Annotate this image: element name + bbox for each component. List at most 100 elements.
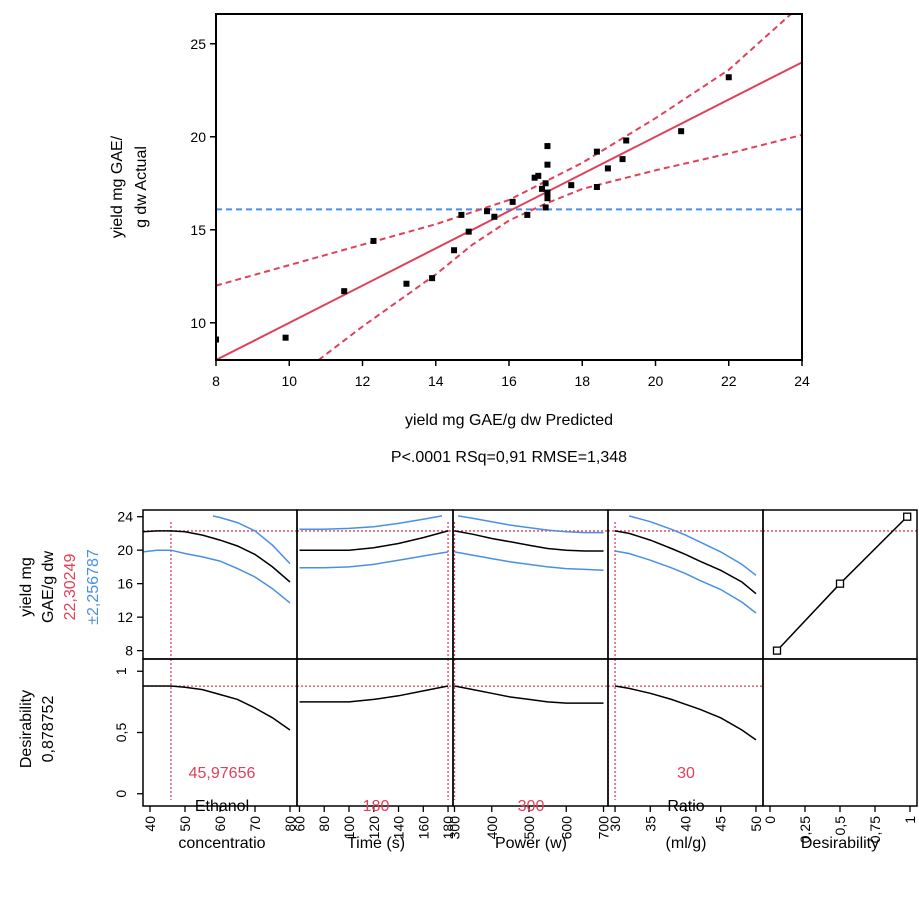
ratio-current-value: 30 <box>677 765 695 782</box>
x-tick-label: 14 <box>428 373 444 389</box>
y-tick-label: 0,5 <box>113 723 129 743</box>
data-point <box>544 195 551 202</box>
yield-panel-3 <box>453 515 608 659</box>
y-tick-label: 8 <box>125 643 133 659</box>
plot-clip-group <box>216 14 802 360</box>
y-axis-title-line-1: yield mg GAE/ <box>109 135 126 238</box>
data-point <box>544 143 551 150</box>
data-point <box>725 74 732 81</box>
data-point <box>542 180 549 187</box>
upper-ci-curve <box>628 515 757 576</box>
panel-border <box>142 509 298 660</box>
x-tick-label: 80 <box>316 816 332 832</box>
lower-ci-curve <box>299 551 449 569</box>
y-tick-label: 15 <box>190 222 206 238</box>
data-point <box>593 184 600 190</box>
data-point <box>604 165 611 172</box>
x-tick-label: 140 <box>391 816 407 840</box>
desirability-handle <box>835 579 845 588</box>
y-tick-label: 20 <box>190 129 206 145</box>
upper-ci-curve <box>458 515 604 534</box>
x-tick-label: 35 <box>642 816 658 832</box>
ratio-label-line-1: Ratio <box>667 798 704 815</box>
upper-ci-curve <box>299 515 443 531</box>
data-point <box>282 334 289 341</box>
ethanol-current-value: 45,97656 <box>189 765 256 782</box>
desirability-handle <box>903 512 912 521</box>
x-tick-label: 60 <box>291 816 307 832</box>
prediction-curve <box>143 530 291 583</box>
y-tick-label: 24 <box>117 509 133 525</box>
time-current-value: 180 <box>363 798 390 815</box>
x-tick-label: 700 <box>596 816 612 840</box>
panel-border <box>296 509 454 660</box>
y-tick-label: 1 <box>113 667 129 675</box>
data-point <box>484 208 491 215</box>
x-tick-label: 16 <box>501 373 517 389</box>
x-tick-label: 24 <box>794 373 810 389</box>
yield-row-label-line-2: GAE/g dw <box>40 551 57 623</box>
y-tick-label: 12 <box>117 609 133 625</box>
x-tick-label: 100 <box>341 816 357 840</box>
x-tick-label: 50 <box>748 816 764 832</box>
x-tick-label: 30 <box>607 816 623 832</box>
data-point <box>524 211 531 218</box>
power-label: Power (w) <box>495 835 567 852</box>
yield-confidence-interval: ±2,256787 <box>85 549 102 625</box>
panel-border <box>142 658 298 807</box>
desirability-row-value: 0,878752 <box>40 696 57 763</box>
data-point <box>491 213 498 220</box>
yield-panel-1 <box>143 515 297 659</box>
x-axis: 8 10 12 14 16 18 20 22 24 <box>212 360 810 389</box>
prediction-curve <box>454 530 604 552</box>
x-tick-label: 1 <box>902 816 918 824</box>
x-tick-label: 22 <box>721 373 737 389</box>
x-tick-label: 600 <box>558 816 574 840</box>
confidence-upper-curve <box>216 14 792 287</box>
plot-frame <box>215 13 803 361</box>
desirability-function-panel <box>763 512 917 655</box>
lower-ci-curve <box>143 549 291 604</box>
fit-line <box>216 61 802 360</box>
data-point <box>509 198 516 205</box>
panel-border <box>607 509 764 660</box>
data-point <box>593 148 600 155</box>
data-point <box>619 156 626 163</box>
x-tick-label: 0,75 <box>867 816 883 843</box>
y-tick-label: 16 <box>117 576 133 592</box>
data-point <box>544 189 551 196</box>
x-tick-label: 12 <box>355 373 371 389</box>
data-point <box>531 174 538 181</box>
ethanol-label-line-1: Ethanol <box>195 798 249 815</box>
x-axis-title: yield mg GAE/g dw Predicted <box>405 412 613 429</box>
data-point <box>623 137 630 144</box>
x-tick-label: 20 <box>648 373 664 389</box>
data-point <box>678 128 685 135</box>
profiler-panels <box>142 509 918 807</box>
x-tick-label: 80 <box>282 816 298 832</box>
data-point <box>568 182 575 189</box>
data-point <box>216 336 219 343</box>
prediction-curve <box>299 530 449 551</box>
yield-panel-2 <box>297 515 453 659</box>
desirability-axis-label: Desirability <box>801 835 879 852</box>
confidence-lower-curve <box>317 133 802 360</box>
x-tick-label: 0,5 <box>832 816 848 836</box>
x-tick-label: 0 <box>762 816 778 824</box>
x-tick-label: 50 <box>177 816 193 832</box>
upper-ci-curve <box>212 515 291 565</box>
data-point <box>535 172 542 179</box>
desirability-curve <box>143 685 291 731</box>
y-tick-label: 0 <box>113 790 129 798</box>
x-tick-label: 40 <box>142 816 158 832</box>
x-tick-label: 40 <box>678 816 694 832</box>
prediction-curve <box>614 530 757 595</box>
time-label: Time (s) <box>347 835 405 852</box>
data-point <box>341 288 348 295</box>
fit-chart: 8 10 12 14 16 18 20 22 24 10 15 20 25 yield mg GAE/… <box>109 13 810 466</box>
data-point <box>403 280 410 287</box>
desirability-handle <box>772 646 782 655</box>
x-tick-label: 8 <box>212 373 220 389</box>
